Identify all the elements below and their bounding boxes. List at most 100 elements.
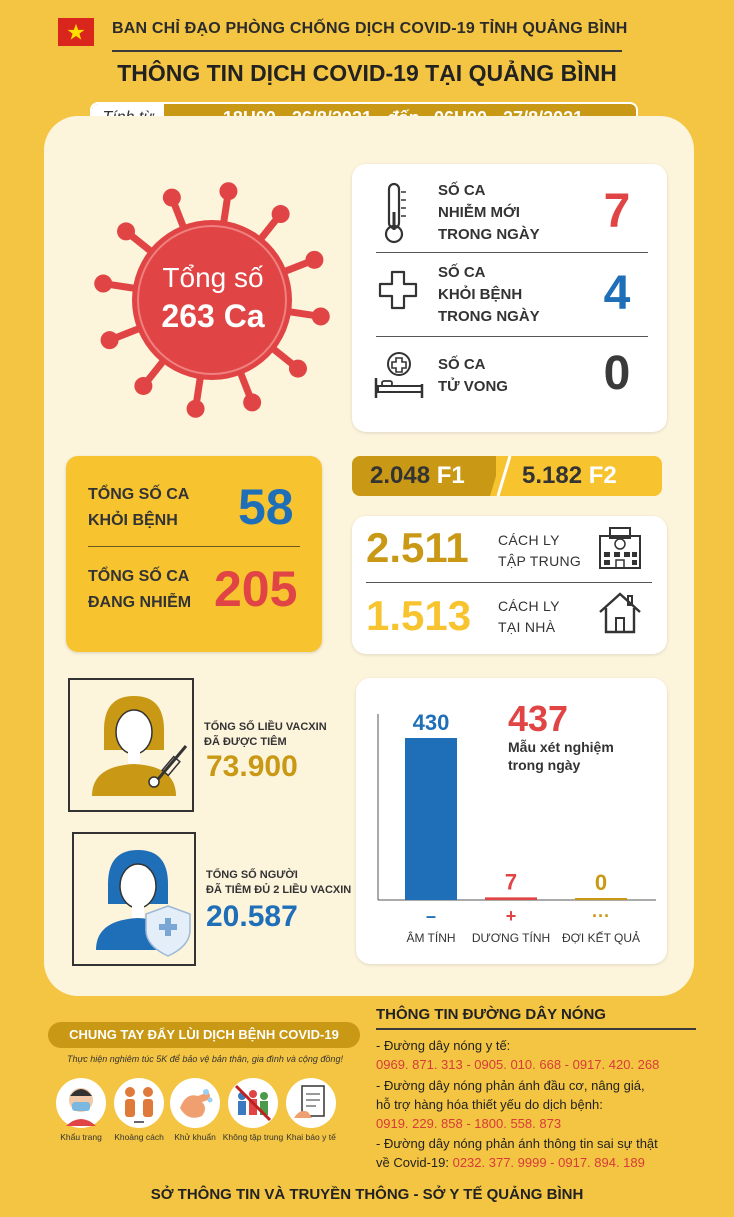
test-bar-chart: 430 – ÂM TÍNH 7 + DƯƠNG TÍNH 0 ··· ĐỢI KẾT QUẢ [377, 710, 656, 945]
fully-vaccinated-label: TỔNG SỐ NGƯỜI ĐÃ TIÊM ĐỦ 2 LIỀU VACXIN [206, 869, 352, 896]
virus-spike-head [305, 250, 324, 269]
total-active-label: TỔNG SỐ CA ĐANG NHIỄM [88, 568, 192, 611]
totals-card: TỔNG SỐ CA KHỎI BỆNH 58 TỔNG SỐ CA ĐANG NH… [66, 456, 322, 652]
divider [88, 546, 300, 547]
hotline-divider [376, 1028, 696, 1030]
total-cases-label: Tổng số [162, 262, 264, 293]
total-recovered-value: 58 [238, 479, 294, 535]
chart-category-label-2: ĐỢI KẾT QUẢ [562, 930, 640, 945]
deaths-label: SỐ CA TỬ VONG [438, 356, 508, 395]
isolation-card: 2.511 CÁCH LY TẬP TRUNG 1.513 CÁCH LY TẠI … [352, 516, 667, 654]
hotline-price-line1: - Đường dây nóng phản ánh đầu cơ, nâng g… [376, 1078, 645, 1093]
test-chart-card: 430 – ÂM TÍNH 7 + DƯƠNG TÍNH 0 ··· ĐỢI KẾT QUẢ 4… [356, 678, 667, 964]
virus-spike [270, 345, 296, 368]
chart-bar-1 [485, 897, 537, 900]
vietnam-flag-icon [58, 18, 94, 46]
chart-total: 437 [508, 698, 569, 739]
hotline-price-numbers: 0919. 229. 858 - 1800. 558. 873 [376, 1116, 562, 1131]
chart-bar-2 [575, 898, 627, 900]
virus-spike-head [219, 182, 238, 201]
hospital-bed-icon [374, 352, 424, 398]
virus-spike-head [94, 274, 113, 293]
f1-bar [352, 456, 508, 496]
virus-spike-head [162, 188, 181, 207]
caption-no-gathering: Không tập trung [222, 1132, 284, 1142]
virus-spike-head [186, 399, 205, 418]
page-title: THÔNG TIN DỊCH COVID-19 TẠI QUẢNG BÌNH [117, 60, 617, 86]
hotline-misinfo-line2: về Covid-19: 0232. 377. 9999 - 0917. 894… [376, 1155, 645, 1170]
hotline-health-numbers: 0969. 871. 313 - 0905. 010. 668 - 0917. … [376, 1057, 660, 1072]
virus-spike-head [271, 205, 290, 224]
virus-spike [144, 358, 167, 384]
caption-declaration: Khai báo y tế [286, 1132, 336, 1142]
chart-symbol-2: ··· [592, 906, 610, 926]
fully-vaccinated-box [72, 832, 196, 966]
thermometer-icon [384, 182, 406, 244]
home-icon [599, 592, 641, 634]
f-bar-separator [490, 456, 514, 496]
chart-subtitle: Mẫu xét nghiệm trong ngày [508, 739, 614, 773]
virus-spike-head [243, 393, 262, 412]
virus-spike [192, 376, 204, 404]
caption-mask: Khẩu trang [60, 1132, 102, 1142]
vaccine-doses-box [68, 678, 194, 812]
mask-icon [56, 1078, 106, 1128]
total-active-value: 205 [214, 561, 298, 617]
home-isolation-label: CÁCH LY TẠI NHÀ [498, 598, 560, 635]
recovered-today-label: SỐ CA KHỎI BỆNH TRONG NGÀY [438, 264, 540, 325]
deaths-row: SỐ CA TỬ VONG 0 [352, 338, 667, 422]
virus-spike [113, 325, 141, 342]
campaign-banner: CHUNG TAY ĐẨY LÙI DỊCH BỆNH COVID-19 [48, 1022, 360, 1048]
hotline-misinfo-line1: - Đường dây nóng phản ánh thông tin sai … [376, 1136, 658, 1151]
chart-symbol-1: + [506, 906, 517, 926]
virus-icon [94, 182, 330, 418]
f2-bar [496, 456, 662, 496]
sanitize-hands-icon [170, 1078, 220, 1128]
caption-distance: Khoảng cách [114, 1132, 164, 1142]
virus-spike-head [100, 331, 119, 350]
chart-category-label-1: DƯƠNG TÍNH [472, 930, 550, 945]
divider [376, 336, 648, 337]
caption-sanitize: Khử khuẩn [174, 1132, 216, 1142]
vaccine-doses-label: TỔNG SỐ LIỀU VACXIN ĐÃ ĐƯỢC TIÊM [204, 721, 327, 748]
medical-cross-icon [378, 270, 418, 310]
new-cases-row: SỐ CA NHIỄM MỚI TRONG NGÀY 7 [352, 172, 667, 256]
home-isolation-value: 1.513 [366, 592, 472, 639]
campaign-subtitle: Thực hiện nghiêm túc 5K để bảo vệ bản th… [67, 1054, 343, 1064]
new-cases-value: 7 [603, 185, 631, 238]
virus-spike [257, 216, 280, 242]
virus-spike [288, 308, 316, 320]
organization-name: BAN CHỈ ĐẠO PHÒNG CHỐNG DỊCH COVID-19 TỈ… [112, 20, 628, 37]
central-isolation-label: CÁCH LY TẬP TRUNG [498, 532, 582, 569]
f2-count: 5.182 F2 [522, 462, 617, 489]
no-gathering-icon [228, 1078, 278, 1128]
new-cases-label: SỐ CA NHIỄM MỚI TRONG NGÀY [438, 182, 540, 243]
total-recovered-label: TỔNG SỐ CA KHỎI BỆNH [88, 486, 190, 529]
woman-vaccine-icon [92, 696, 188, 796]
virus-spike [108, 280, 136, 292]
total-cases-value: 263 Ca [161, 298, 265, 334]
isolation-building-icon [599, 527, 641, 569]
chart-symbol-0: – [426, 906, 436, 926]
header-divider [112, 50, 622, 52]
virus-spike [283, 258, 311, 275]
virus-spike-head [311, 307, 330, 326]
recovered-today-row: SỐ CA KHỎI BỆNH TRONG NGÀY 4 [352, 254, 667, 338]
virus-spike [170, 201, 187, 229]
hotline-title: THÔNG TIN ĐƯỜNG DÂY NÓNG [376, 1006, 606, 1023]
virus-spike-head [288, 359, 307, 378]
chart-value-label-2: 0 [595, 870, 607, 895]
divider [376, 252, 648, 253]
virus-spike [237, 371, 254, 399]
central-isolation-value: 2.511 [366, 524, 469, 571]
hotline-health: - Đường dây nóng y tế: [376, 1038, 511, 1053]
divider [366, 582, 652, 583]
chart-value-label-0: 430 [413, 710, 450, 735]
chart-category-label-0: ÂM TÍNH [406, 930, 455, 945]
deaths-value: 0 [603, 347, 631, 400]
distance-icon [114, 1078, 164, 1128]
hotline-price-line2: hỗ trợ hàng hóa thiết yếu do dịch bệnh: [376, 1097, 603, 1112]
virus-spike-head [134, 376, 153, 395]
fully-vaccinated-value: 20.587 [206, 900, 298, 933]
woman-shield-icon [96, 850, 191, 957]
